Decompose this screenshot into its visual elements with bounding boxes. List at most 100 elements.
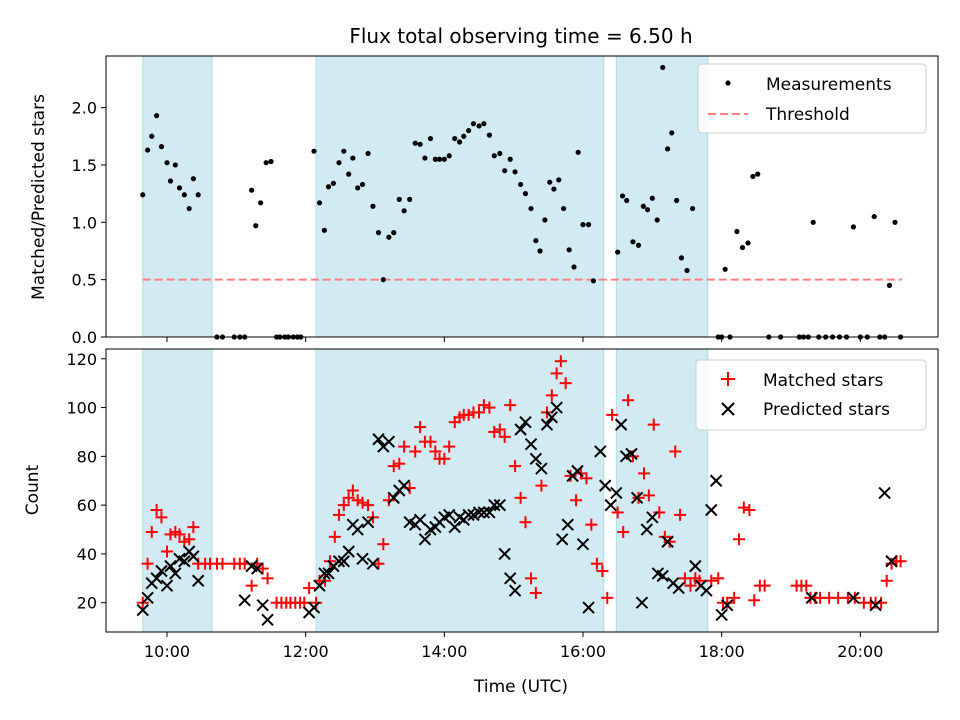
x-stroke-b [640, 523, 654, 536]
x-stroke-b [307, 601, 321, 614]
matched-star-point [362, 499, 375, 512]
matched-star-point [337, 499, 350, 512]
predicted-star-point [610, 486, 623, 500]
legend-measurements-label: Measurements [766, 75, 892, 95]
x-stroke-b [625, 447, 638, 461]
predicted-star-point [705, 503, 718, 517]
shaded-interval [315, 348, 605, 633]
x-stroke-b [524, 437, 538, 451]
predicted-star-point [256, 598, 269, 612]
shaded-interval [142, 55, 213, 338]
measurement-point [537, 248, 543, 254]
x-stroke-b [477, 506, 491, 519]
predicted-star-point [514, 423, 527, 436]
matched-star-point [398, 440, 411, 453]
matched-star-point [564, 469, 577, 482]
measurement-point [522, 191, 529, 197]
matched-star-point [372, 557, 385, 570]
predicted-star-point [361, 516, 375, 529]
y-tick-label: 80 [77, 447, 97, 466]
matched-star-point [559, 377, 572, 390]
y-tick-label: 100 [66, 399, 97, 418]
measurement-point [341, 148, 347, 154]
x-stroke-b [571, 464, 584, 478]
predicted-star-point [307, 601, 321, 614]
matched-star-point [414, 421, 427, 434]
measurement-point [476, 123, 482, 129]
measurement-point [380, 277, 386, 283]
x-stroke-b [337, 555, 351, 568]
measurement-point [528, 205, 534, 212]
y-tick-label: 40 [77, 545, 97, 564]
measurement-point [446, 153, 452, 159]
matched-star-point [721, 596, 734, 609]
y-tick-label: 2.0 [72, 99, 97, 118]
predicted-star-point [372, 433, 385, 446]
measurement-point [722, 266, 728, 272]
x-stroke-b [498, 547, 511, 561]
measurement-point [734, 228, 740, 235]
measurement-point [502, 168, 508, 174]
top-y-axis-label: Matched/Predicted stars [29, 94, 49, 300]
measurement-point [396, 196, 402, 202]
x-stroke-b [488, 498, 501, 512]
measurement-point [644, 207, 651, 213]
predicted-star-point [630, 491, 644, 505]
x-stroke-b [462, 508, 475, 522]
predicted-star-point [721, 598, 734, 612]
matched-star-point [580, 472, 593, 485]
predicted-star-point [477, 506, 491, 519]
x-stroke-b [387, 491, 400, 505]
bottom-legend-box [695, 359, 927, 431]
predicted-star-point [397, 479, 411, 492]
predicted-star-point [313, 579, 326, 592]
measurement-point [417, 141, 423, 147]
x-stroke-b [847, 591, 860, 605]
predicted-star-point [472, 506, 486, 519]
x-stroke-b [160, 579, 174, 592]
x-stroke-b [318, 567, 331, 580]
matched-star-point [429, 445, 442, 458]
x-stroke-b [582, 601, 595, 614]
matched-star-point [356, 496, 369, 509]
bottom-axes-frame [105, 348, 939, 633]
matched-star-point [477, 399, 490, 412]
measurement-point [391, 230, 397, 236]
predicted-star-point [318, 567, 331, 580]
x-stroke-b [155, 564, 168, 578]
matched-star-point [880, 574, 893, 587]
predicted-star-point [540, 418, 554, 431]
matched-star-point [488, 425, 501, 438]
measurement-point [167, 178, 174, 184]
measurement-point [316, 200, 323, 206]
matched-star-point [525, 572, 538, 585]
measurement-point [457, 139, 463, 145]
legend-matched-marker [721, 372, 735, 386]
x-stroke-b [261, 613, 274, 627]
predicted-star-point [594, 445, 607, 458]
x-stroke-b [169, 567, 182, 580]
x-stroke-b [630, 491, 644, 505]
matched-star-point [596, 565, 609, 578]
x-stroke-b [878, 486, 891, 500]
measurement-point [486, 132, 493, 138]
measurement-point [253, 223, 259, 229]
measurement-point [649, 195, 655, 201]
matched-star-point [728, 591, 741, 604]
y-tick-label: 60 [77, 496, 97, 515]
measurement-point [158, 144, 165, 150]
predicted-star-point [187, 550, 200, 563]
measurement-point [654, 217, 660, 223]
predicted-star-point [178, 555, 191, 568]
predicted-star-point [493, 498, 507, 512]
x-stroke-b [550, 401, 563, 414]
top-y-ticks: 0.0 0.5 1.0 1.5 2.0 [72, 99, 106, 347]
predicted-star-point [238, 594, 251, 607]
measurement-point [164, 160, 170, 166]
x-stroke-b [614, 418, 628, 431]
matched-star-point [748, 594, 761, 607]
matched-star-point [800, 579, 813, 592]
chart-title: Flux total observing time = 6.50 h [349, 24, 692, 48]
x-stroke-b [442, 508, 456, 522]
measurement-point [172, 162, 178, 168]
